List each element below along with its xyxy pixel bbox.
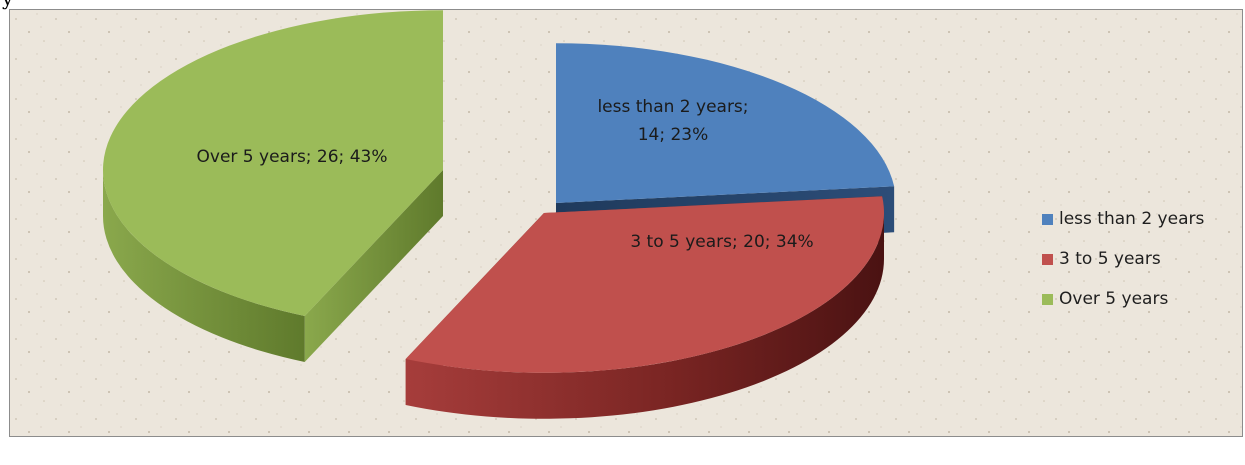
legend-swatch-over-5-years (1042, 293, 1053, 305)
chart-area: less than 2 years; 14; 23% 3 to 5 years; 2… (9, 9, 1243, 437)
slice-top-face (103, 10, 443, 316)
legend-label: Over 5 years (1059, 289, 1169, 309)
data-label-less-than-2-years: less than 2 years; 14; 23% (597, 97, 748, 145)
pie-chart: less than 2 years; 14; 23% 3 to 5 years; 2… (10, 10, 1242, 436)
pie-slice-over-5-years (103, 10, 443, 362)
legend-label: less than 2 years (1059, 209, 1205, 229)
slice-cut-face (304, 170, 443, 362)
legend-item: less than 2 years (1042, 199, 1204, 239)
slice-side-wall (405, 213, 884, 419)
legend-label: 3 to 5 years (1059, 249, 1161, 269)
pie-slice-3-to-5-years (405, 196, 885, 419)
slice-top-face (405, 196, 885, 373)
legend-item: Over 5 years (1042, 279, 1204, 319)
legend-swatch-less-than-2-years (1042, 213, 1053, 225)
data-label-3-to-5-years: 3 to 5 years; 20; 34% (630, 232, 813, 252)
slice-side-wall (103, 170, 305, 362)
slice-top-face (556, 43, 895, 204)
data-label-over-5-years: Over 5 years; 26; 43% (197, 147, 388, 167)
page-top-text: y (2, 0, 13, 10)
legend-swatch-3-to-5-years (1042, 253, 1053, 265)
legend-item: 3 to 5 years (1042, 239, 1204, 279)
legend: less than 2 years 3 to 5 years Over 5 ye… (1042, 199, 1204, 319)
